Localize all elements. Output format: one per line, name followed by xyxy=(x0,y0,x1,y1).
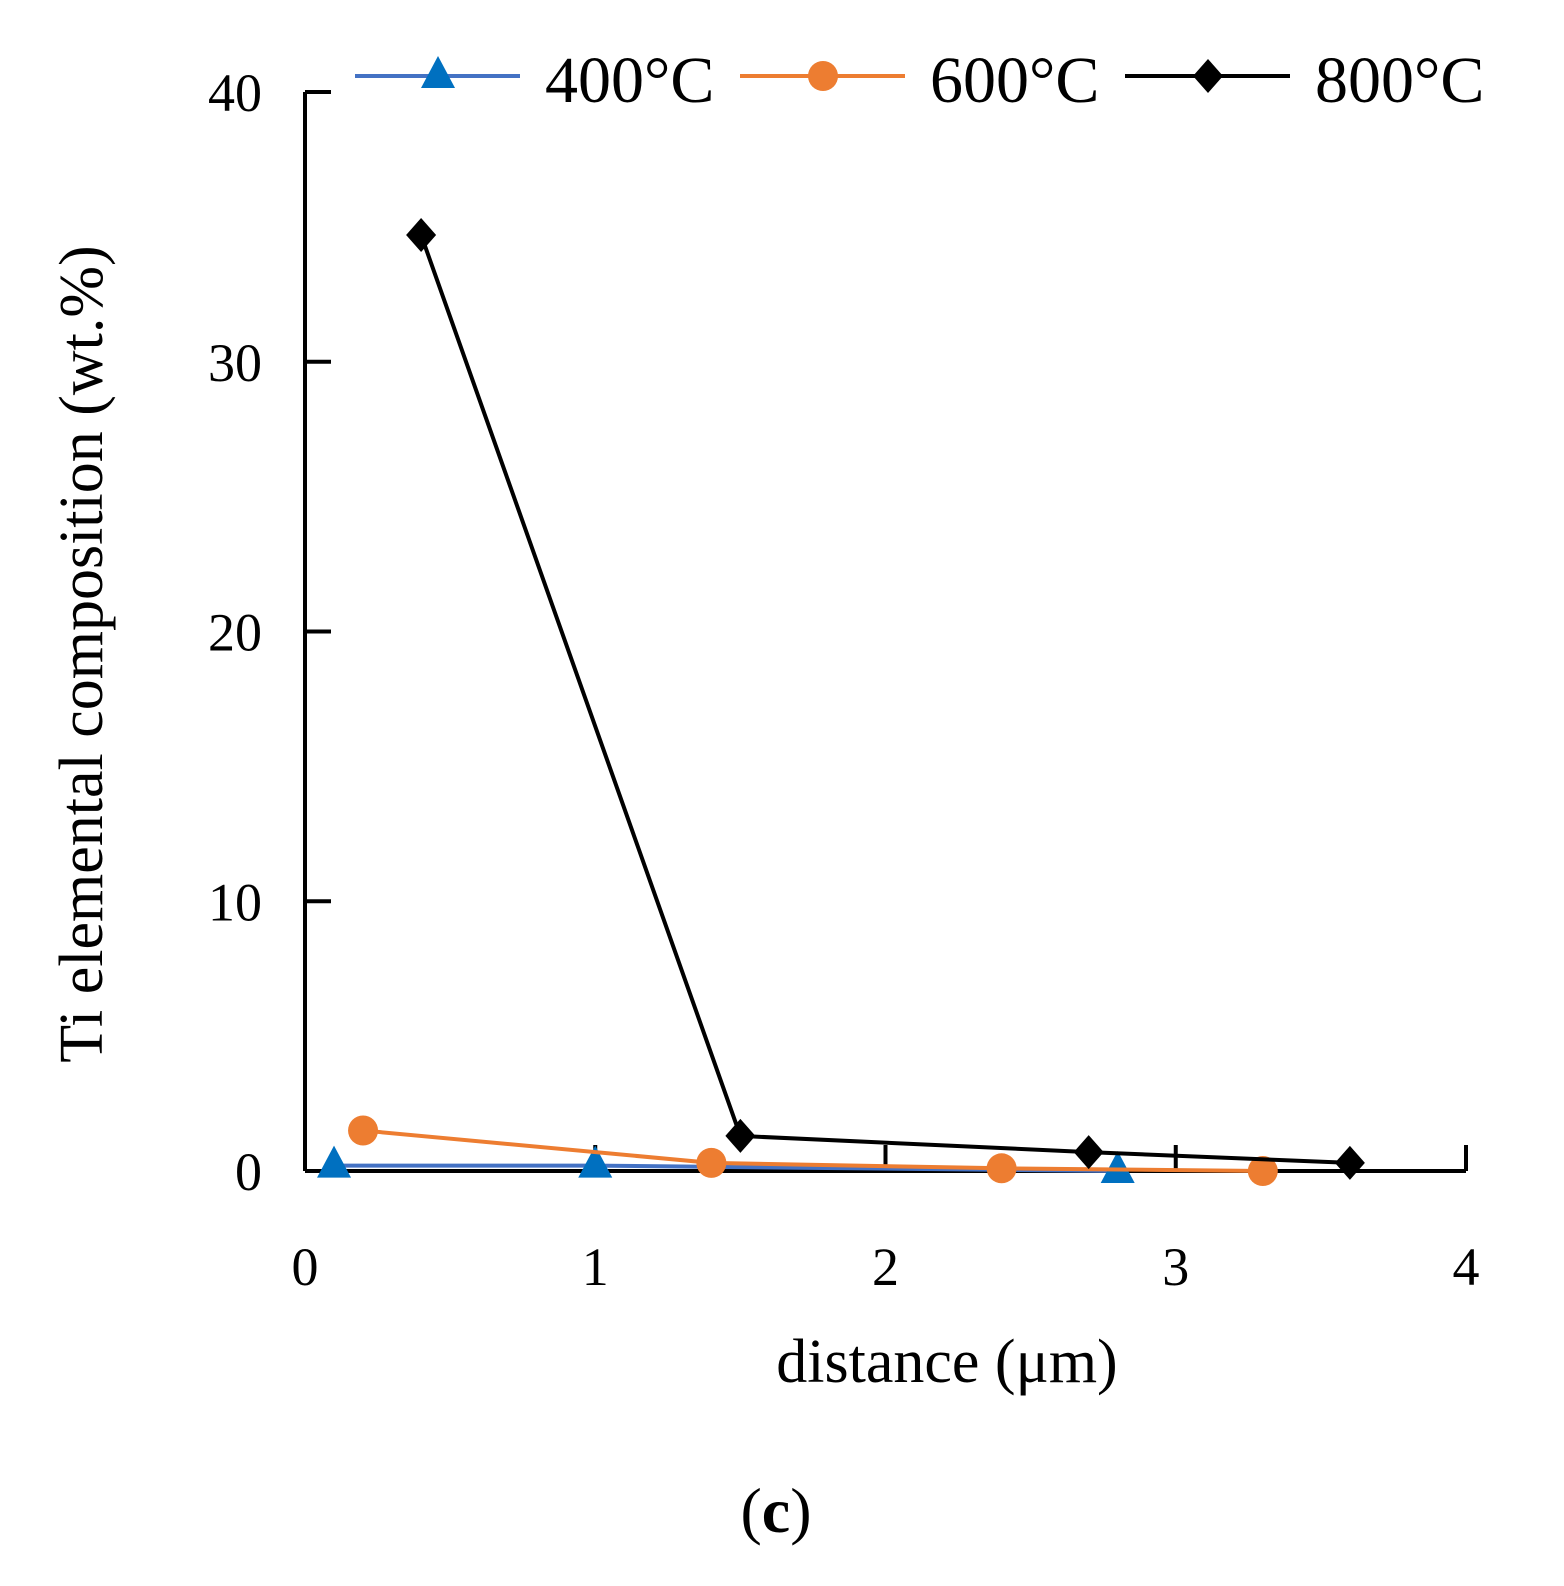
panel-label: (c) xyxy=(740,1475,811,1546)
panel-label-close: ) xyxy=(790,1475,811,1546)
data-point-600C xyxy=(696,1147,727,1178)
legend: 400°C 600°C 800°C xyxy=(355,44,1484,117)
x-axis-title: distance (μm) xyxy=(776,1328,1117,1396)
legend-item-800C: 800°C xyxy=(1125,44,1484,117)
legend-item-600C: 600°C xyxy=(740,44,1099,117)
data-point-800C xyxy=(1073,1135,1104,1170)
x-tick-label: 4 xyxy=(1453,1237,1480,1297)
y-tick-label: 10 xyxy=(208,872,262,932)
data-point-800C xyxy=(725,1118,756,1153)
series-line-600C xyxy=(362,1128,1263,1173)
data-point-400C xyxy=(1100,1151,1135,1183)
y-tick-label: 0 xyxy=(235,1142,262,1202)
panel-label-open: ( xyxy=(740,1475,761,1546)
data-point-400C xyxy=(578,1145,613,1178)
legend-item-400C: 400°C xyxy=(355,44,714,117)
legend-label-800C: 800°C xyxy=(1315,44,1484,117)
data-point-600C xyxy=(348,1115,379,1146)
x-tick-label: 2 xyxy=(872,1237,899,1297)
y-axis-title: Ti elemental composition (wt.%) xyxy=(48,245,116,1062)
data-point-800C xyxy=(1334,1145,1365,1180)
legend-label-600C: 600°C xyxy=(930,44,1099,117)
legend-marker-400C xyxy=(421,56,455,88)
panel-label-letter: c xyxy=(762,1475,790,1546)
series-lines xyxy=(317,217,1365,1186)
y-tick-label: 20 xyxy=(208,603,262,663)
y-tick-label: 30 xyxy=(208,333,262,393)
data-point-600C xyxy=(1247,1156,1278,1186)
data-point-400C xyxy=(317,1145,352,1178)
series-800C xyxy=(406,217,1365,1180)
legend-marker-800C xyxy=(1193,59,1223,93)
series-600C xyxy=(348,1115,1278,1186)
x-tick-label: 0 xyxy=(292,1237,319,1297)
axes: 0 10 20 30 40 0 1 2 3 4 xyxy=(208,63,1480,1297)
series-line-800C xyxy=(419,234,1350,1165)
legend-marker-600C xyxy=(808,61,838,91)
legend-label-400C: 400°C xyxy=(545,44,714,117)
x-tick-label: 3 xyxy=(1162,1237,1189,1297)
data-point-600C xyxy=(986,1153,1017,1184)
data-point-800C xyxy=(406,217,437,252)
y-tick-label: 40 xyxy=(208,63,262,123)
x-tick-label: 1 xyxy=(582,1237,609,1297)
